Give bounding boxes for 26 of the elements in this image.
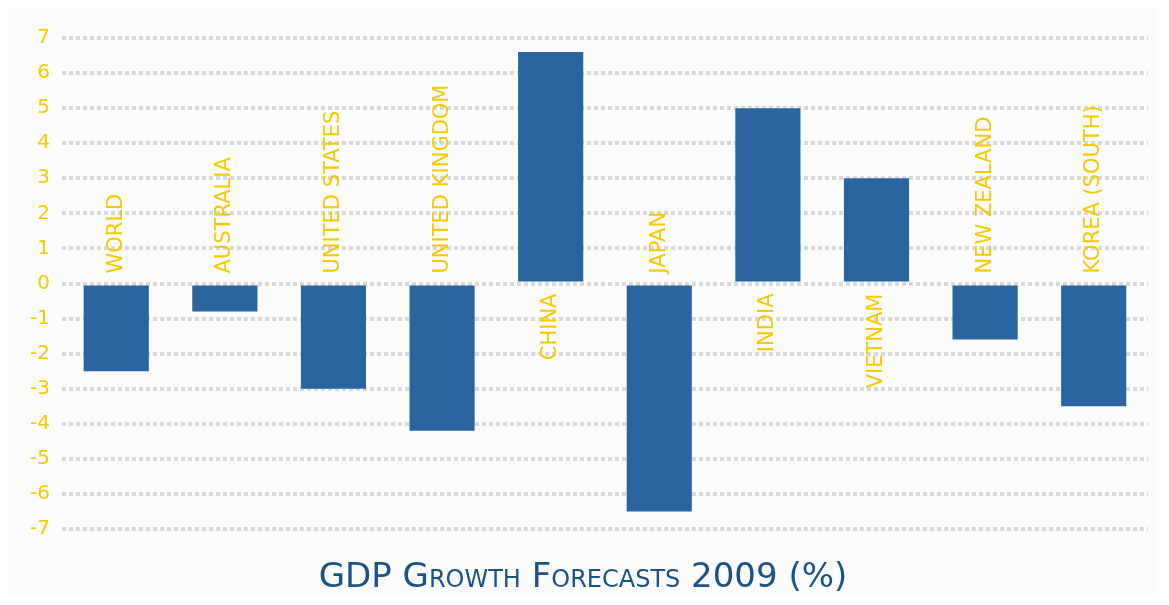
y-tick-label: -1 [29, 304, 50, 329]
x-tick-label: WORLD [102, 193, 127, 274]
x-tick-label: VIETNAM [862, 293, 887, 389]
text: GDP Growth Forecasts 2009 (%) [317, 554, 849, 597]
y-tick-label: 6 [37, 59, 50, 84]
y-tick-label: -3 [29, 374, 50, 399]
x-tick-label: UNITED STATES [319, 110, 344, 274]
y-tick-label: 0 [37, 269, 50, 294]
y-tick-label: -2 [29, 339, 50, 364]
y-tick-label: -7 [29, 515, 50, 540]
x-tick-label: CHINA [537, 292, 562, 361]
y-tick-label: 1 [37, 234, 50, 259]
x-tick-label: UNITED KINGDOM [428, 84, 453, 274]
x-tick-label: NEW ZEALAND [971, 116, 996, 274]
y-tick-label: 2 [37, 199, 50, 224]
x-tick-label: KOREA (SOUTH) [1080, 105, 1105, 274]
y-tick-label: 4 [37, 129, 50, 154]
x-tick-label: AUSTRALIA [211, 156, 236, 274]
y-tick-label: -5 [29, 445, 50, 470]
y-tick-label: -6 [29, 480, 50, 505]
x-tick-label: JAPAN [645, 211, 670, 276]
y-tick-label: 5 [37, 94, 50, 119]
y-tick-label: 7 [37, 24, 50, 49]
x-tick-label: INDIA [754, 292, 779, 353]
y-tick-label: 3 [37, 164, 50, 189]
y-tick-label: -4 [29, 409, 50, 434]
